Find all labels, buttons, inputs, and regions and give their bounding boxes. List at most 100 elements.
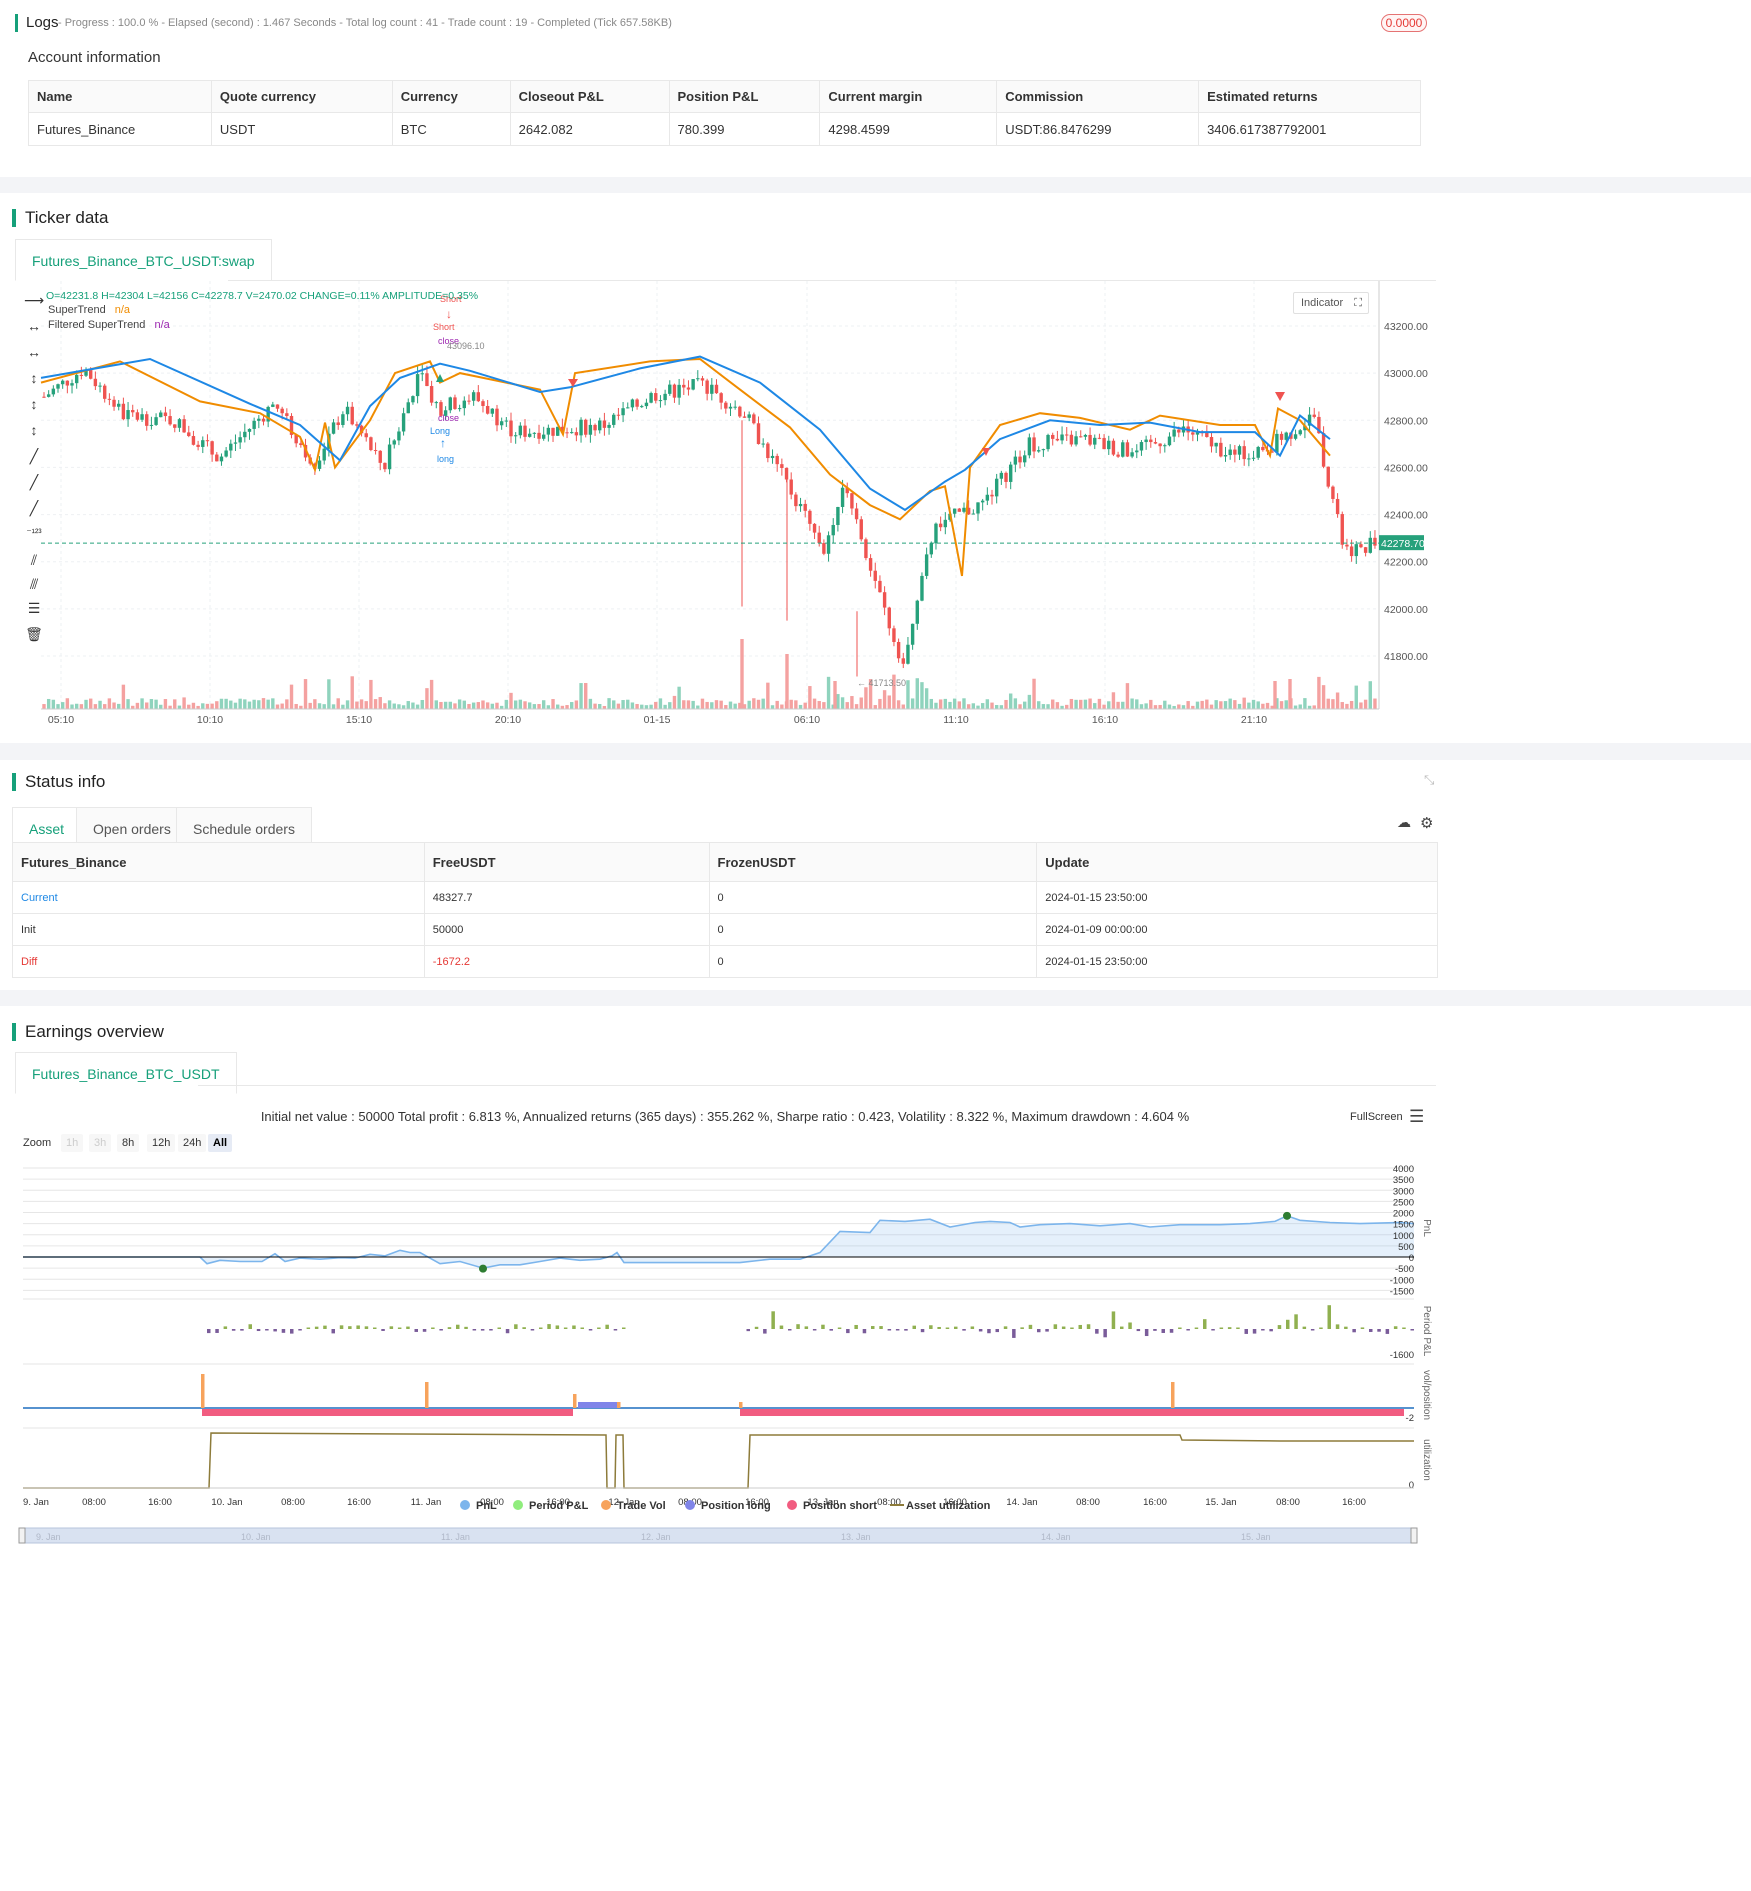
candle-body [1163,445,1167,447]
volume-bar [621,700,625,709]
volume-bar [626,699,630,709]
horizontal-ray-tool-icon[interactable]: ↔ [27,318,41,334]
logs-badge[interactable]: 0.0000 [1381,14,1427,32]
earnings-title: Earnings overview [12,1022,164,1041]
volume-bar [219,698,224,709]
candle-body [626,407,630,409]
volume-bar [1214,700,1218,709]
trash-icon[interactable]: 🗑 [25,626,43,642]
period-pnl-bar [1393,1326,1398,1329]
date-tick-label: 11. Jan [411,1497,441,1508]
candle-body [1331,486,1335,499]
trend-line-tool-icon[interactable]: ╱ [29,448,39,464]
trade-vol-bar [617,1402,621,1408]
candle-body [247,428,252,432]
candle-body [1135,450,1139,453]
candle-body [570,432,574,434]
indicator-button[interactable]: Indicator ⛶ [1293,292,1369,314]
period-pnl-bar [1028,1324,1033,1329]
volume-bar [1125,683,1130,709]
candle-body [317,460,322,469]
download-icon[interactable]: ☁ [1397,814,1411,830]
candle-body [700,378,705,381]
period-pnl-bar [447,1327,452,1329]
period-pnl-bar [1203,1319,1207,1329]
candle-body [864,539,868,559]
volume-bar [896,700,901,709]
parallel-channel-tool-icon[interactable]: ⫽ [30,552,38,568]
zoom-button-1h[interactable]: 1h [61,1134,84,1152]
fib-retracement-tool-icon[interactable]: ☰ [27,600,41,616]
vertical-line-tool-icon[interactable]: ↕ [30,370,38,386]
price-label-tool-icon[interactable]: ⁻¹²³ [26,528,42,539]
period-pnl-bar [1227,1327,1232,1329]
candle-body [1275,433,1279,453]
date-tick-label: 08:00 [1076,1497,1100,1508]
horizontal-line-tool-icon[interactable]: ⟶ [24,292,45,308]
candle-body [1102,438,1106,450]
tab-ticker-symbol[interactable]: Futures_Binance_BTC_USDT:swap [15,239,272,281]
status-panel: Status info ⤡ Asset Open orders Schedule… [0,760,1751,990]
period-pnl-bar [406,1326,410,1329]
earnings-chart[interactable]: 40003500300025002000150010005000-500-100… [0,1156,1450,1556]
menu-icon[interactable]: ☰ [1409,1107,1425,1126]
period-pnl-bar [1053,1324,1058,1329]
zoom-button-3h[interactable]: 3h [89,1134,112,1152]
vertical-segment-tool-icon[interactable]: ↕ [30,422,38,438]
horizontal-segment-tool-icon[interactable]: ↔ [27,344,41,360]
collapse-icon[interactable]: ⤡ [1424,772,1435,787]
candle-body [504,420,509,422]
candle-body [79,374,84,376]
volume-bar [60,702,65,709]
volume-bar [1060,705,1064,709]
candles [42,365,1377,677]
volume-bar [1195,701,1200,709]
volume-bar [112,702,116,709]
zoom-button-12h[interactable]: 12h [147,1134,176,1152]
candle-body [205,440,210,442]
sell-triangle-icon [1275,392,1285,401]
volume-bar [448,701,452,709]
volume-bar [1135,699,1139,709]
zoom-button-8h[interactable]: 8h [117,1134,140,1152]
price-tick-label: 42200.00 [1384,557,1428,569]
ray-line-tool-icon[interactable]: ╱ [29,474,39,490]
period-pnl-bar [1302,1326,1307,1329]
candle-body [584,419,588,435]
volume-bar [714,700,719,709]
volume-bar [775,700,779,709]
legend-label: Period P&L [529,1500,589,1512]
segment-tool-icon[interactable]: ╱ [29,500,39,516]
fib-fan-tool-icon[interactable]: ⫻ [29,576,39,592]
legend-filtered-supertrend: Filtered SuperTrend n/a [48,319,170,331]
volume-bar [201,703,205,709]
tab-earnings-symbol[interactable]: Futures_Binance_BTC_USDT [15,1052,237,1094]
candle-body [364,433,368,438]
candle-body [74,374,79,384]
volume-bar [976,705,980,709]
candle-body [803,503,807,511]
candlestick-chart[interactable]: 43200.00 43000.00 42800.00 42600.00 42400.00… [40,281,1460,731]
settings-gear-icon[interactable]: ⚙ [1420,815,1434,832]
volume-bar [359,699,364,709]
volume-bar [243,699,247,709]
zoom-button-24h[interactable]: 24h [178,1134,207,1152]
candle-body [229,443,233,451]
fullscreen-button[interactable]: FullScreen [1350,1111,1403,1123]
candle-body [1144,439,1148,443]
volume-bar [205,703,210,709]
volume-bar [985,699,990,709]
filtered-supertrend-line [40,355,1331,512]
legend-supertrend: SuperTrend n/a [48,304,130,316]
vertical-ray-tool-icon[interactable]: ↕ [30,396,38,412]
period-pnl-bar [970,1326,975,1329]
volume-bar [593,703,597,709]
candle-body [1237,446,1242,455]
volume-bar [770,705,775,709]
trade-vol-bar [1171,1382,1175,1408]
volume-bar [929,698,933,709]
candle-body [817,532,821,544]
volume-bar [425,688,429,709]
zoom-button-All[interactable]: All [208,1134,233,1152]
candle-body [60,380,65,385]
